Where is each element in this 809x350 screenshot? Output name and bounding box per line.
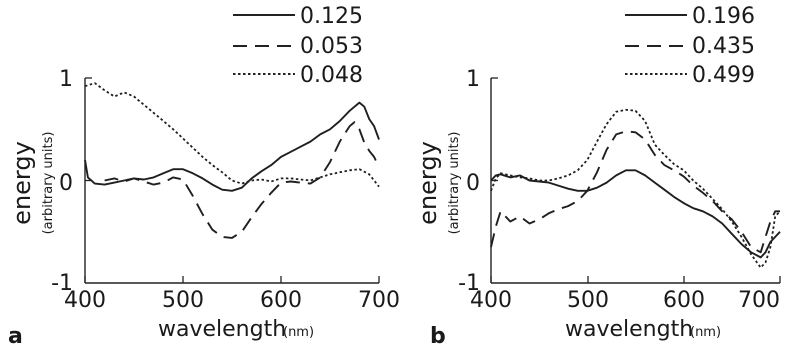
panel-b-legend-label-2: 0.499 [692, 63, 755, 88]
panel-b-ylabel-sub: (arbitrary units) [447, 132, 462, 235]
panel-a-ylabel: energy [8, 141, 36, 225]
panel-a-ytick-top: 1 [59, 67, 73, 92]
panel-b-ytick-top: 1 [466, 67, 480, 92]
panel-a-xlabel: wavelength [158, 317, 286, 342]
panel-b-xtick-600: 600 [663, 288, 705, 313]
panel-a-ytick-bot: -1 [51, 271, 73, 296]
panel-b: energy (arbitrary units) 1 0 -1 400 500 … [414, 4, 781, 349]
panel-a-xlabel-unit: (nm) [283, 325, 314, 340]
panel-b-ylabel: energy [414, 141, 442, 225]
panel-b-legend-label-0: 0.196 [692, 4, 755, 29]
panel-b-xtick-700: 700 [738, 288, 780, 313]
panel-a-series-line-0 [84, 101, 380, 192]
panel-b-xlabel-unit: (nm) [690, 325, 721, 340]
panel-b-xlabel: wavelength [565, 317, 693, 342]
panel-a: energy (arbitrary units) 1 0 -1 400 500 … [8, 4, 400, 349]
panel-b-plot-area [490, 108, 781, 269]
panel-b-letter: b [430, 324, 446, 349]
panel-a-ytick-mid: 0 [59, 171, 73, 196]
panel-a-series-line-2 [84, 82, 380, 188]
panel-b-series-line-2 [490, 108, 781, 269]
panel-b-xtick-500: 500 [567, 288, 609, 313]
panel-a-series-line-1 [104, 121, 380, 239]
panel-a-xtick-400: 400 [64, 288, 106, 313]
panel-a-xtick-600: 600 [260, 288, 302, 313]
panel-b-series-line-0 [490, 169, 781, 259]
panel-b-ytick-mid: 0 [466, 171, 480, 196]
panel-a-ylabel-sub: (arbitrary units) [41, 132, 56, 235]
panel-b-legend-label-1: 0.435 [692, 34, 755, 59]
panel-a-legend-label-1: 0.053 [300, 34, 363, 59]
panel-b-ytick-bot: -1 [458, 271, 480, 296]
panel-b-xtick-400: 400 [470, 288, 512, 313]
panel-a-plot-area [84, 82, 380, 239]
panel-a-xtick-500: 500 [162, 288, 204, 313]
panel-b-series-line-1 [490, 130, 780, 254]
panel-a-legend-label-0: 0.125 [300, 4, 363, 29]
panel-a-letter: a [8, 324, 23, 349]
panel-a-legend-label-2: 0.048 [300, 63, 363, 88]
panel-a-xtick-700: 700 [358, 288, 400, 313]
